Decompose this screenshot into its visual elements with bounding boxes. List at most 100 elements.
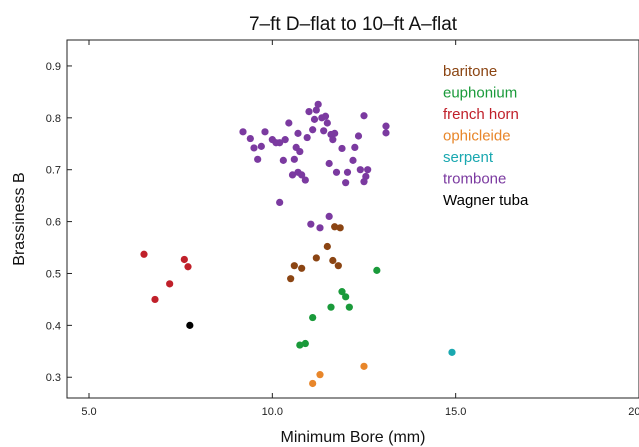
- euphonium-point: [327, 303, 335, 311]
- trombone-point: [276, 139, 284, 147]
- x-tick-label: 15.0: [445, 406, 466, 418]
- trombone-point: [254, 155, 262, 163]
- baritone-point: [290, 262, 298, 270]
- trombone-point: [356, 166, 364, 174]
- trombone-point: [276, 198, 284, 206]
- x-tick-label: 20.0: [628, 406, 639, 418]
- trombone-point: [321, 112, 330, 120]
- legend-entry-euphonium: euphonium: [443, 85, 517, 102]
- euphonium-point: [309, 313, 317, 322]
- legend-entry-wagner-tuba: Wagner tuba: [443, 192, 529, 209]
- trombone-point: [354, 132, 363, 140]
- french-horn-point: [166, 280, 174, 288]
- trombone-point: [331, 129, 339, 137]
- baritone-point: [298, 264, 306, 272]
- trombone-point: [294, 129, 302, 137]
- trombone-point: [382, 129, 390, 137]
- baritone-point: [331, 223, 339, 231]
- trombone-point: [312, 106, 320, 114]
- legend-entry-ophicleide: ophicleide: [443, 128, 511, 145]
- ophicleide-point: [316, 371, 324, 379]
- y-tick-label: 0.5: [46, 268, 61, 280]
- legend-entry-french-horn: french horn: [443, 106, 519, 123]
- trombone-point: [257, 142, 265, 150]
- trombone-point: [279, 156, 287, 164]
- trombone-point: [285, 119, 293, 127]
- data-points: [140, 100, 456, 388]
- x-tick-label: 10.0: [262, 406, 283, 418]
- x-axis-ticks: 5.0 10.0 15.0 20.0: [81, 40, 639, 418]
- y-tick-label: 0.9: [46, 61, 61, 73]
- legend: baritone euphonium french horn ophicleide se…: [443, 63, 529, 209]
- french-horn-point: [151, 295, 159, 304]
- trombone-point: [342, 179, 350, 187]
- french-horn-point: [184, 263, 192, 271]
- trombone-point: [246, 134, 254, 143]
- trombone-point: [303, 133, 311, 142]
- legend-entry-trombone: trombone: [443, 171, 506, 188]
- trombone-point: [316, 224, 324, 232]
- trombone-point: [290, 155, 298, 163]
- trombone-point: [250, 144, 258, 152]
- baritone-point: [329, 256, 337, 265]
- trombone-point: [325, 159, 333, 168]
- trombone-point: [310, 115, 319, 123]
- trombone-point: [296, 147, 304, 156]
- baritone-point: [334, 262, 342, 270]
- trombone-point: [362, 172, 370, 181]
- euphonium-point: [296, 341, 304, 349]
- trombone-point: [349, 156, 357, 164]
- euphonium-point: [373, 266, 381, 274]
- baritone-point: [323, 242, 331, 251]
- french-horn-point: [140, 250, 148, 258]
- trombone-point: [360, 112, 368, 120]
- trombone-point: [288, 171, 297, 179]
- serpent-point: [448, 348, 456, 356]
- trombone-point: [329, 136, 337, 144]
- legend-entry-baritone: baritone: [443, 63, 497, 80]
- trombone-point: [320, 127, 328, 135]
- y-axis-title: Brassiness B: [11, 172, 28, 265]
- trombone-point: [298, 171, 306, 179]
- chart-title: 7–ft D–flat to 10–ft A–flat: [249, 14, 458, 35]
- y-tick-label: 0.8: [46, 113, 61, 125]
- ophicleide-point: [360, 362, 368, 370]
- x-axis-title: Minimum Bore (mm): [281, 429, 426, 446]
- baritone-point: [287, 275, 295, 283]
- x-tick-label: 5.0: [81, 406, 96, 418]
- trombone-point: [364, 166, 372, 174]
- euphonium-point: [338, 288, 346, 296]
- euphonium-point: [345, 303, 353, 311]
- trombone-point: [343, 168, 352, 176]
- trombone-point: [307, 220, 315, 228]
- trombone-point: [323, 119, 331, 127]
- ophicleide-point: [309, 379, 317, 388]
- baritone-point: [312, 254, 320, 262]
- y-tick-label: 0.4: [46, 320, 61, 332]
- euphonium-point: [342, 293, 350, 301]
- trombone-point: [338, 144, 346, 153]
- trombone-point: [239, 128, 247, 136]
- y-tick-label: 0.3: [46, 372, 61, 384]
- y-tick-label: 0.6: [46, 217, 61, 229]
- trombone-point: [314, 100, 322, 108]
- y-axis-ticks: 0.3 0.4 0.5 0.6 0.7 0.8 0.9: [46, 61, 72, 384]
- trombone-point: [301, 176, 309, 184]
- trombone-point: [325, 212, 333, 221]
- french-horn-point: [180, 255, 188, 264]
- trombone-point: [382, 122, 390, 130]
- trombone-point: [351, 143, 359, 151]
- euphonium-point: [301, 339, 309, 348]
- trombone-point: [261, 128, 269, 136]
- legend-entry-serpent: serpent: [443, 149, 494, 166]
- baritone-point: [336, 224, 344, 232]
- trombone-point: [305, 108, 313, 116]
- wagner-tuba-point: [186, 321, 194, 329]
- y-tick-label: 0.7: [46, 165, 61, 177]
- trombone-point: [309, 126, 317, 134]
- trombone-point: [332, 168, 341, 176]
- trombone-point: [281, 136, 289, 144]
- plot-frame: [66, 39, 639, 399]
